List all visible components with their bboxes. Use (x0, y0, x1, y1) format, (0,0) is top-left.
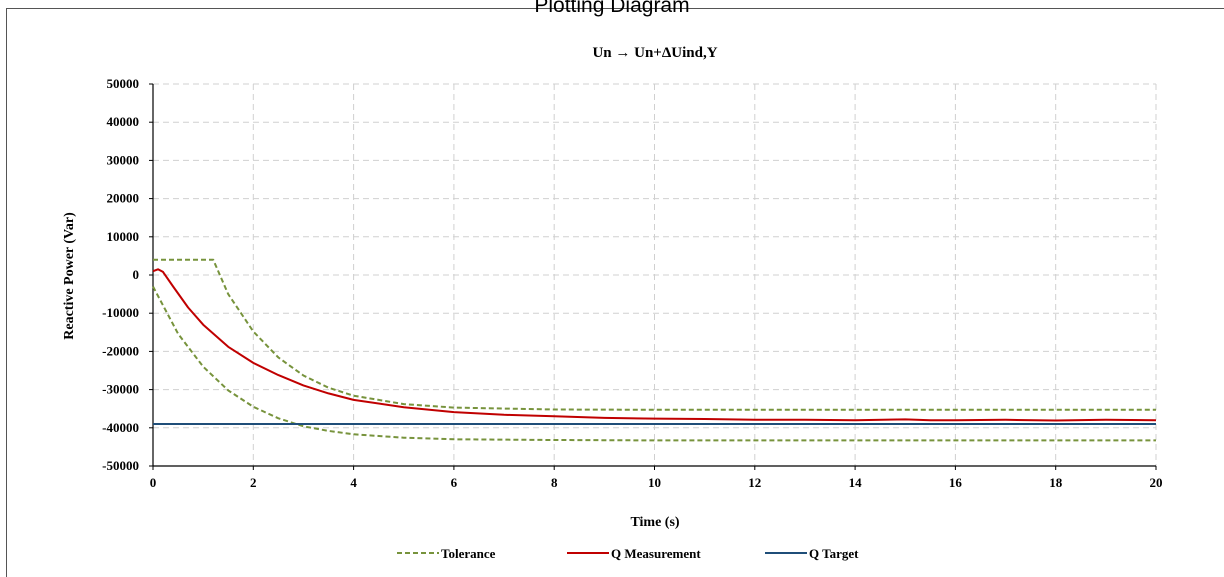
legend: Tolerance Q Measurement Q Target (397, 546, 859, 561)
chart-title: Un → Un+ΔUind,Y (592, 45, 717, 61)
y-axis-label: Reactive Power (Var) (62, 212, 77, 340)
x-tick-label-9: 18 (1049, 475, 1063, 490)
y-tick-label-6: -10000 (102, 305, 139, 320)
y-tick-label-5: 0 (133, 267, 140, 282)
x-tick-labels: 0 2 4 6 8 10 12 14 16 18 20 (150, 466, 1163, 490)
legend-label-1: Q Measurement (611, 546, 701, 561)
x-tick-label-0: 0 (150, 475, 157, 490)
x-tick-label-2: 4 (350, 475, 357, 490)
grid-lines (153, 83, 1157, 466)
y-tick-label-1: 40000 (107, 114, 140, 129)
y-tick-labels: 50000 40000 30000 20000 10000 0 -10000 -20000 -3… (102, 76, 153, 473)
x-tick-label-6: 12 (748, 475, 761, 490)
y-tick-label-10: -50000 (102, 458, 139, 473)
y-tick-label-4: 10000 (107, 229, 140, 244)
series-line-tolerance-lower (152, 286, 1156, 442)
y-tick-label-3: 20000 (107, 191, 140, 206)
y-tick-label-2: 30000 (107, 152, 140, 167)
series-line-q-measurement (152, 268, 1157, 422)
x-tick-label-5: 10 (648, 475, 661, 490)
series-lines (152, 258, 1157, 442)
x-tick-label-4: 8 (551, 475, 558, 490)
y-tick-label-0: 50000 (107, 76, 140, 91)
window-title: Plotting Diagram (534, 0, 690, 17)
legend-label-2: Q Target (809, 546, 859, 561)
y-tick-label-9: -40000 (102, 420, 139, 435)
y-tick-label-8: -30000 (102, 382, 139, 397)
x-tick-label-1: 2 (250, 475, 257, 490)
x-axis-label: Time (s) (630, 515, 679, 530)
y-tick-label-7: -20000 (102, 343, 139, 358)
x-tick-label-8: 16 (949, 475, 963, 490)
legend-label-0: Tolerance (441, 546, 496, 561)
plot-window (6, 8, 1224, 577)
series-line-tolerance (153, 258, 1156, 411)
x-tick-label-3: 6 (451, 475, 458, 490)
x-tick-label-7: 14 (849, 475, 863, 490)
x-tick-label-10: 20 (1150, 475, 1163, 490)
